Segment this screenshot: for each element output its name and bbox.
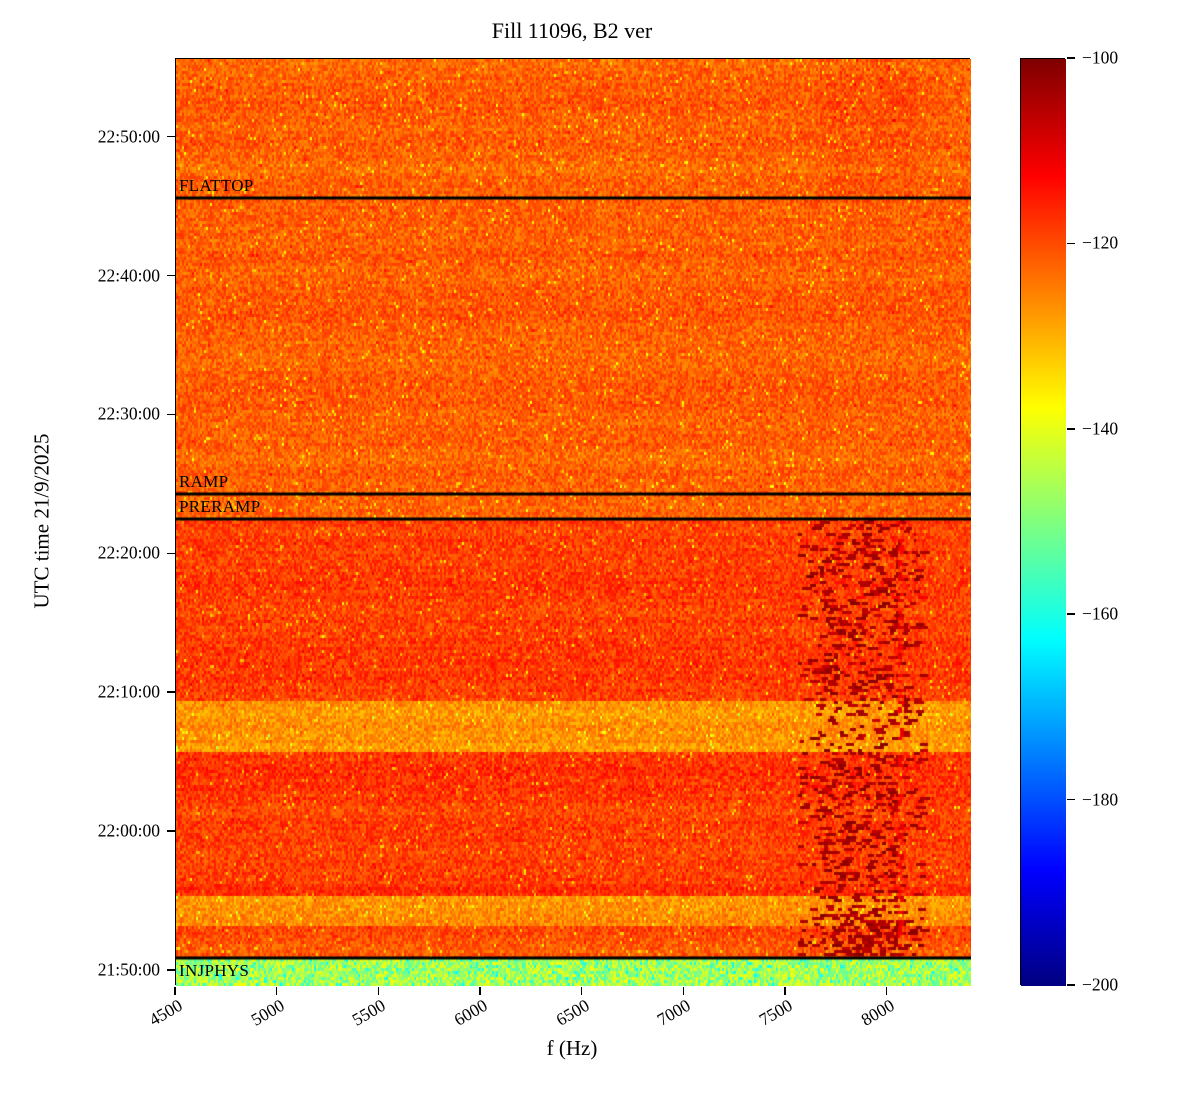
y-tick-mark [167,135,175,138]
y-tick-mark [167,969,175,971]
x-tick-mark [682,987,685,995]
y-tick-label: 22:40:00 [97,265,160,286]
plot-area: FLATTOP RAMP PRERAMP INJPHYS [175,58,971,986]
beam-mode-label-flattop: FLATTOP [179,175,254,195]
x-tick-mark [275,987,278,995]
x-axis-label: f (Hz) [546,1036,598,1060]
colorbar [1020,58,1066,986]
colorbar-tick-label: −100 [1082,47,1119,68]
y-tick-mark [167,830,175,832]
x-tick-mark [174,987,176,995]
x-tick-mark [377,987,380,995]
x-tick-label: 7500 [755,994,796,1030]
x-tick-mark [885,987,888,995]
x-tick-label: 5500 [348,994,390,1030]
beam-mode-label-injphys: INJPHYS [179,961,250,981]
colorbar-tick-mark [1066,242,1075,245]
x-tick-mark [479,987,481,995]
y-tick-mark [167,413,175,416]
spectrogram-canvas [176,59,971,986]
y-tick-label: 22:10:00 [97,681,160,702]
colorbar-tick-label: −120 [1082,232,1119,253]
y-tick-label: 22:30:00 [97,403,160,424]
x-tick-label: 6000 [450,994,491,1030]
x-tick-label: 7000 [653,994,695,1030]
y-tick-label: 22:20:00 [97,542,160,563]
chart-title: Fill 11096, B2 ver [491,18,653,43]
colorbar-tick-label: −140 [1082,418,1119,439]
colorbar-tick-label: −160 [1082,603,1119,624]
colorbar-tick-mark [1066,428,1075,430]
y-tick-label: 21:50:00 [97,959,160,980]
y-tick-label: 22:50:00 [97,126,160,147]
x-tick-label: 8000 [857,994,898,1030]
y-axis-label: UTC time 21/9/2025 [29,433,54,609]
colorbar-tick-mark [1066,984,1075,986]
y-tick-mark [167,691,175,693]
colorbar-tick-mark [1066,798,1075,801]
colorbar-tick-mark [1066,57,1075,59]
x-tick-label: 4500 [145,994,186,1030]
y-tick-mark [167,274,175,277]
colorbar-tick-label: −200 [1082,974,1119,995]
y-tick-mark [167,552,175,555]
colorbar-tick-label: −180 [1082,789,1119,810]
beam-mode-label-preramp: PRERAMP [179,496,261,516]
x-tick-label: 5000 [247,994,288,1030]
x-tick-label: 6500 [552,994,593,1030]
beam-mode-label-ramp: RAMP [179,472,229,492]
colorbar-tick-mark [1066,613,1075,615]
x-tick-mark [580,987,583,995]
colorbar-gradient [1021,59,1066,986]
x-tick-mark [784,987,786,995]
y-tick-label: 22:00:00 [97,820,160,841]
